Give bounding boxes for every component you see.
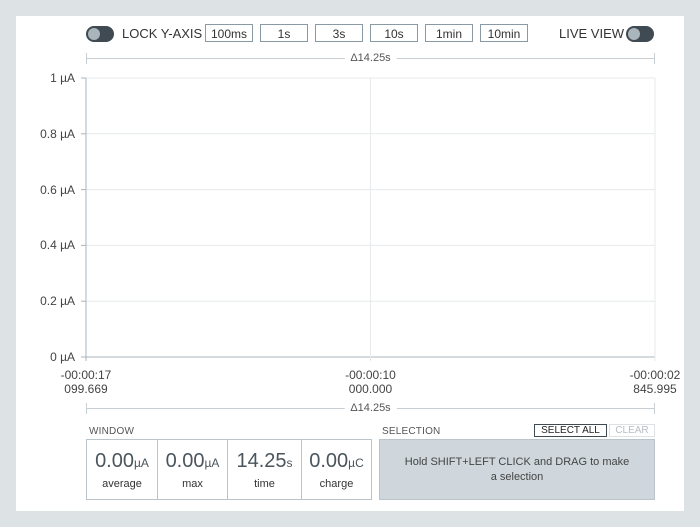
stat-average: 0.00µA average — [87, 440, 158, 499]
window-button-100ms[interactable]: 100ms — [205, 24, 253, 42]
y-tick-label: 0 µA — [50, 350, 75, 364]
stat-average-unit: µA — [134, 456, 149, 470]
stat-time-label: time — [254, 478, 275, 490]
stat-average-label: average — [102, 478, 142, 490]
stat-max: 0.00µA max — [158, 440, 228, 499]
stat-time-value: 14.25 — [236, 450, 287, 472]
select-all-button[interactable]: SELECT ALL — [534, 424, 607, 437]
selection-hint-box[interactable]: Hold SHIFT+LEFT CLICK and DRAG to make a… — [379, 439, 655, 500]
stat-charge-unit: µC — [348, 456, 364, 470]
bottom-delta-label: Δ14.25s — [344, 402, 397, 414]
window-button-1s[interactable]: 1s — [260, 24, 308, 42]
top-delta-label: Δ14.25s — [344, 52, 397, 64]
y-tick-label: 0.8 µA — [40, 126, 75, 141]
lock-y-axis-label: LOCK Y-AXIS — [122, 26, 203, 41]
stat-average-value: 0.00 — [95, 450, 134, 472]
stat-max-value: 0.00 — [165, 450, 205, 472]
y-tick-label: 1 µA — [50, 71, 75, 85]
window-button-1min[interactable]: 1min — [425, 24, 473, 42]
window-button-3s[interactable]: 3s — [315, 24, 363, 42]
top-window-span: Δ14.25s — [86, 52, 655, 65]
bottom-window-span: Δ14.25s — [86, 402, 655, 415]
selection-hint-text: Hold SHIFT+LEFT CLICK and DRAG to make a… — [404, 455, 630, 483]
stat-charge: 0.00µC charge — [302, 440, 371, 499]
x-tick-label: -00:00:10 000.000 — [345, 368, 396, 396]
window-section-title: WINDOW — [89, 426, 135, 437]
y-tick-label: 0.6 µA — [40, 182, 75, 197]
lock-y-axis-toggle[interactable] — [86, 26, 114, 42]
clear-button[interactable]: CLEAR — [609, 424, 655, 437]
stat-max-unit: µA — [204, 456, 220, 470]
stat-time-unit: s — [286, 456, 293, 470]
stat-charge-label: charge — [319, 478, 354, 490]
window-stats: 0.00µA average 0.00µA max 14.25s time 0.… — [86, 439, 372, 500]
y-tick-label: 0.2 µA — [40, 294, 75, 309]
stat-time: 14.25s time — [228, 440, 302, 499]
x-tick-label: -00:00:02 845.995 — [629, 368, 681, 396]
window-button-10s[interactable]: 10s — [370, 24, 418, 42]
window-button-10min[interactable]: 10min — [480, 24, 528, 42]
chart-grid — [81, 77, 656, 361]
stat-charge-value: 0.00 — [309, 450, 349, 472]
selection-section-title: SELECTION — [382, 426, 441, 437]
x-tick-label: -00:00:17 099.669 — [60, 368, 112, 396]
live-view-label: LIVE VIEW — [559, 26, 625, 41]
live-view-toggle[interactable] — [626, 26, 654, 42]
stat-max-label: max — [182, 478, 203, 490]
y-tick-label: 0.4 µA — [40, 238, 75, 253]
